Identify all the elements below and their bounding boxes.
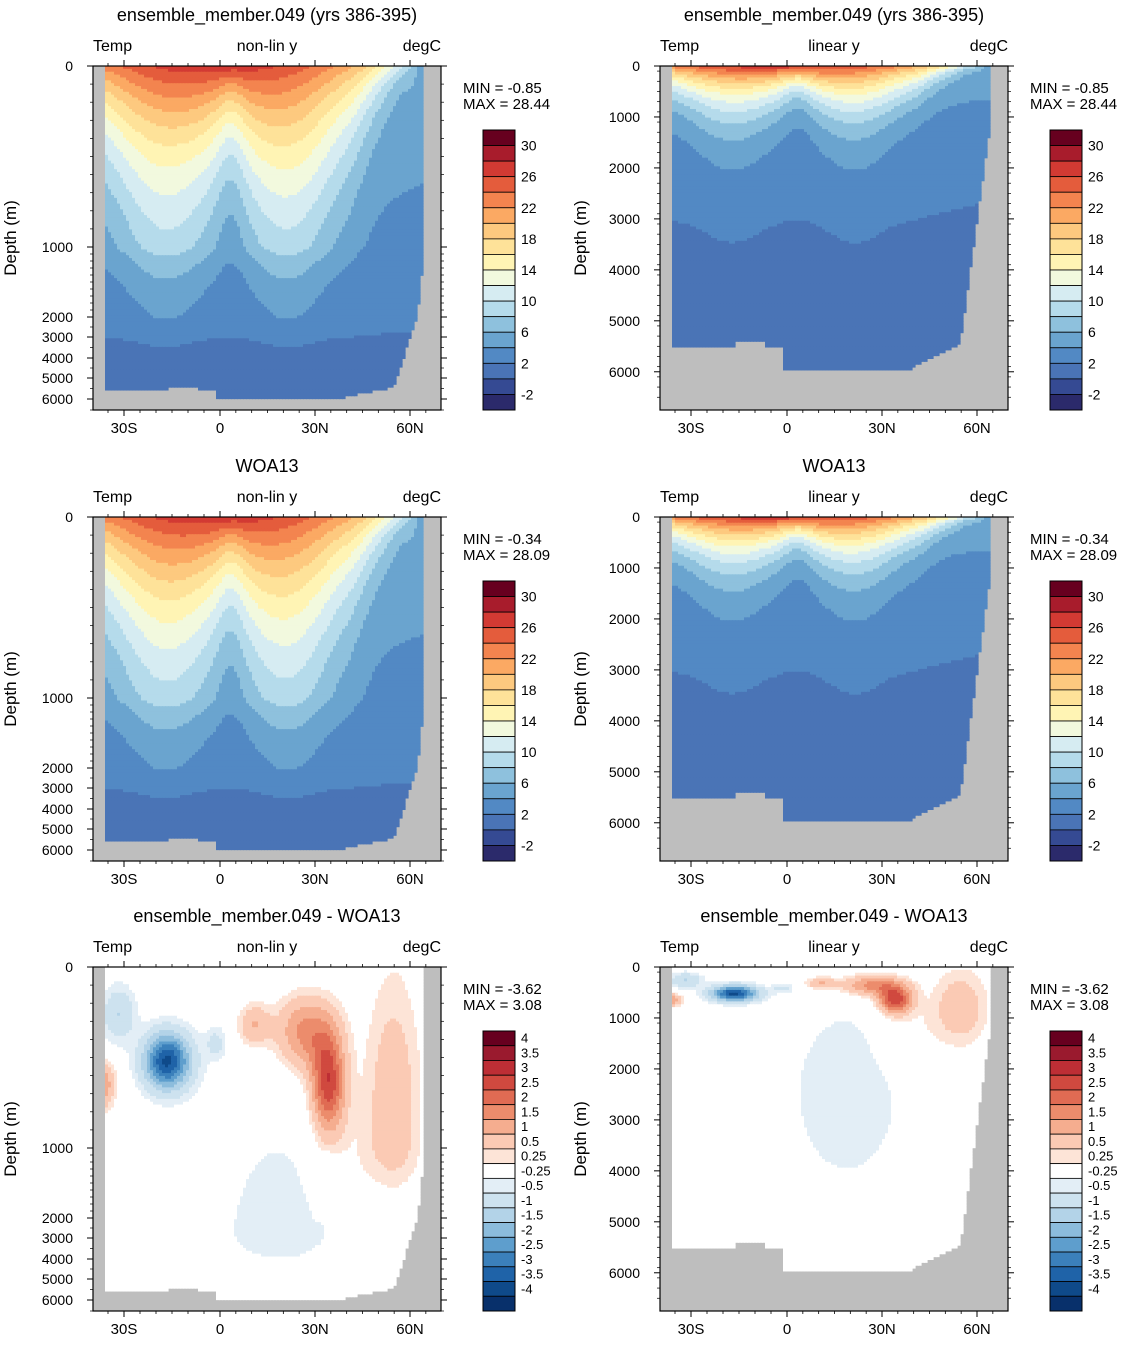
field-contours xyxy=(105,66,424,399)
panel-1: ensemble_member.049 (yrs 386-395)Temp non… xyxy=(1,5,550,437)
